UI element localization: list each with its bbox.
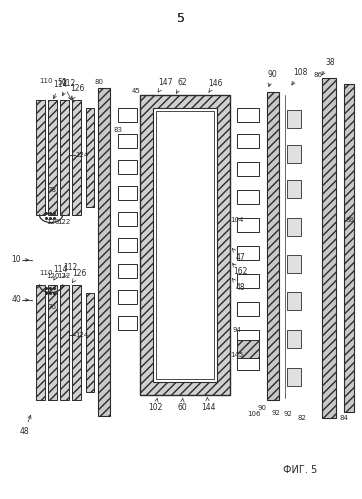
Bar [287,180,301,198]
Text: 114: 114 [53,265,67,280]
Text: 114: 114 [53,79,67,99]
Bar [237,246,259,260]
Bar [86,293,94,392]
Text: 145: 145 [230,352,244,358]
Text: 48: 48 [19,415,31,437]
Text: 10: 10 [11,255,21,264]
Text: 120: 120 [46,219,60,225]
Bar [118,238,137,252]
Bar [237,274,259,288]
Bar [237,330,259,344]
Text: 78: 78 [47,187,56,193]
Bar [86,108,94,207]
Bar [344,84,354,412]
Text: 76: 76 [47,304,56,310]
Bar [118,186,137,200]
Bar [60,285,69,400]
Text: 126: 126 [72,268,86,282]
Bar [118,264,137,278]
Text: 88: 88 [345,217,354,223]
Text: 62: 62 [176,77,187,93]
Bar [140,95,230,395]
Bar [60,100,69,215]
Bar [237,340,259,358]
Bar [237,356,259,370]
Text: 144: 144 [201,398,215,413]
Text: 102: 102 [148,398,162,413]
Bar [118,316,137,330]
Bar [287,145,301,163]
Bar [287,368,301,386]
Text: 86: 86 [313,72,323,78]
Text: 60: 60 [177,398,187,413]
Text: 126: 126 [70,83,84,100]
Bar [118,290,137,304]
Bar [267,92,279,400]
Text: 147: 147 [158,77,172,92]
Text: ФИГ. 5: ФИГ. 5 [283,465,317,475]
Bar [36,285,45,400]
Text: 94: 94 [232,327,241,333]
Bar [72,100,81,215]
Bar [118,212,137,226]
Text: 45: 45 [132,88,140,94]
Text: 38: 38 [322,57,335,75]
Text: 122: 122 [57,219,71,225]
Bar [237,218,259,232]
Text: 47: 47 [232,249,245,262]
Text: 92: 92 [283,411,292,417]
Text: 110: 110 [39,270,53,276]
Text: 110: 110 [39,78,53,84]
Bar [237,190,259,204]
Bar [36,100,45,215]
Bar [118,108,137,122]
Text: 84: 84 [340,415,349,421]
Bar [237,162,259,176]
Text: 124: 124 [75,152,89,158]
Text: 112: 112 [61,78,75,96]
Bar [237,134,259,148]
Text: 90: 90 [257,405,266,411]
Text: 92: 92 [272,410,281,416]
Text: 104: 104 [230,217,244,223]
Bar [118,160,137,174]
Text: 90: 90 [267,69,277,86]
Bar [287,255,301,273]
Text: 50: 50 [57,77,71,100]
Bar [153,108,217,382]
Bar [48,285,57,400]
Bar [237,108,259,122]
Text: 108: 108 [292,67,307,85]
Bar [48,100,57,215]
Text: 124: 124 [75,332,89,338]
Text: 162: 162 [232,263,247,276]
Bar [287,330,301,348]
Text: 120: 120 [46,273,60,279]
Text: 82: 82 [298,415,307,421]
Text: 146: 146 [208,78,222,93]
Bar [72,285,81,400]
Bar [287,110,301,128]
Text: 83: 83 [114,127,122,133]
Bar [118,134,137,148]
Bar [287,292,301,310]
Text: 5: 5 [177,11,185,24]
Bar [156,111,214,379]
Bar [287,218,301,236]
Text: 48: 48 [232,278,245,292]
Text: 106: 106 [247,411,261,417]
Bar [98,88,110,416]
Text: 40: 40 [11,295,21,304]
Bar [237,302,259,316]
Text: 122: 122 [57,273,71,279]
Text: 112: 112 [63,263,77,277]
Bar [322,78,336,418]
Text: 80: 80 [94,79,104,85]
Text: 5: 5 [177,11,185,24]
